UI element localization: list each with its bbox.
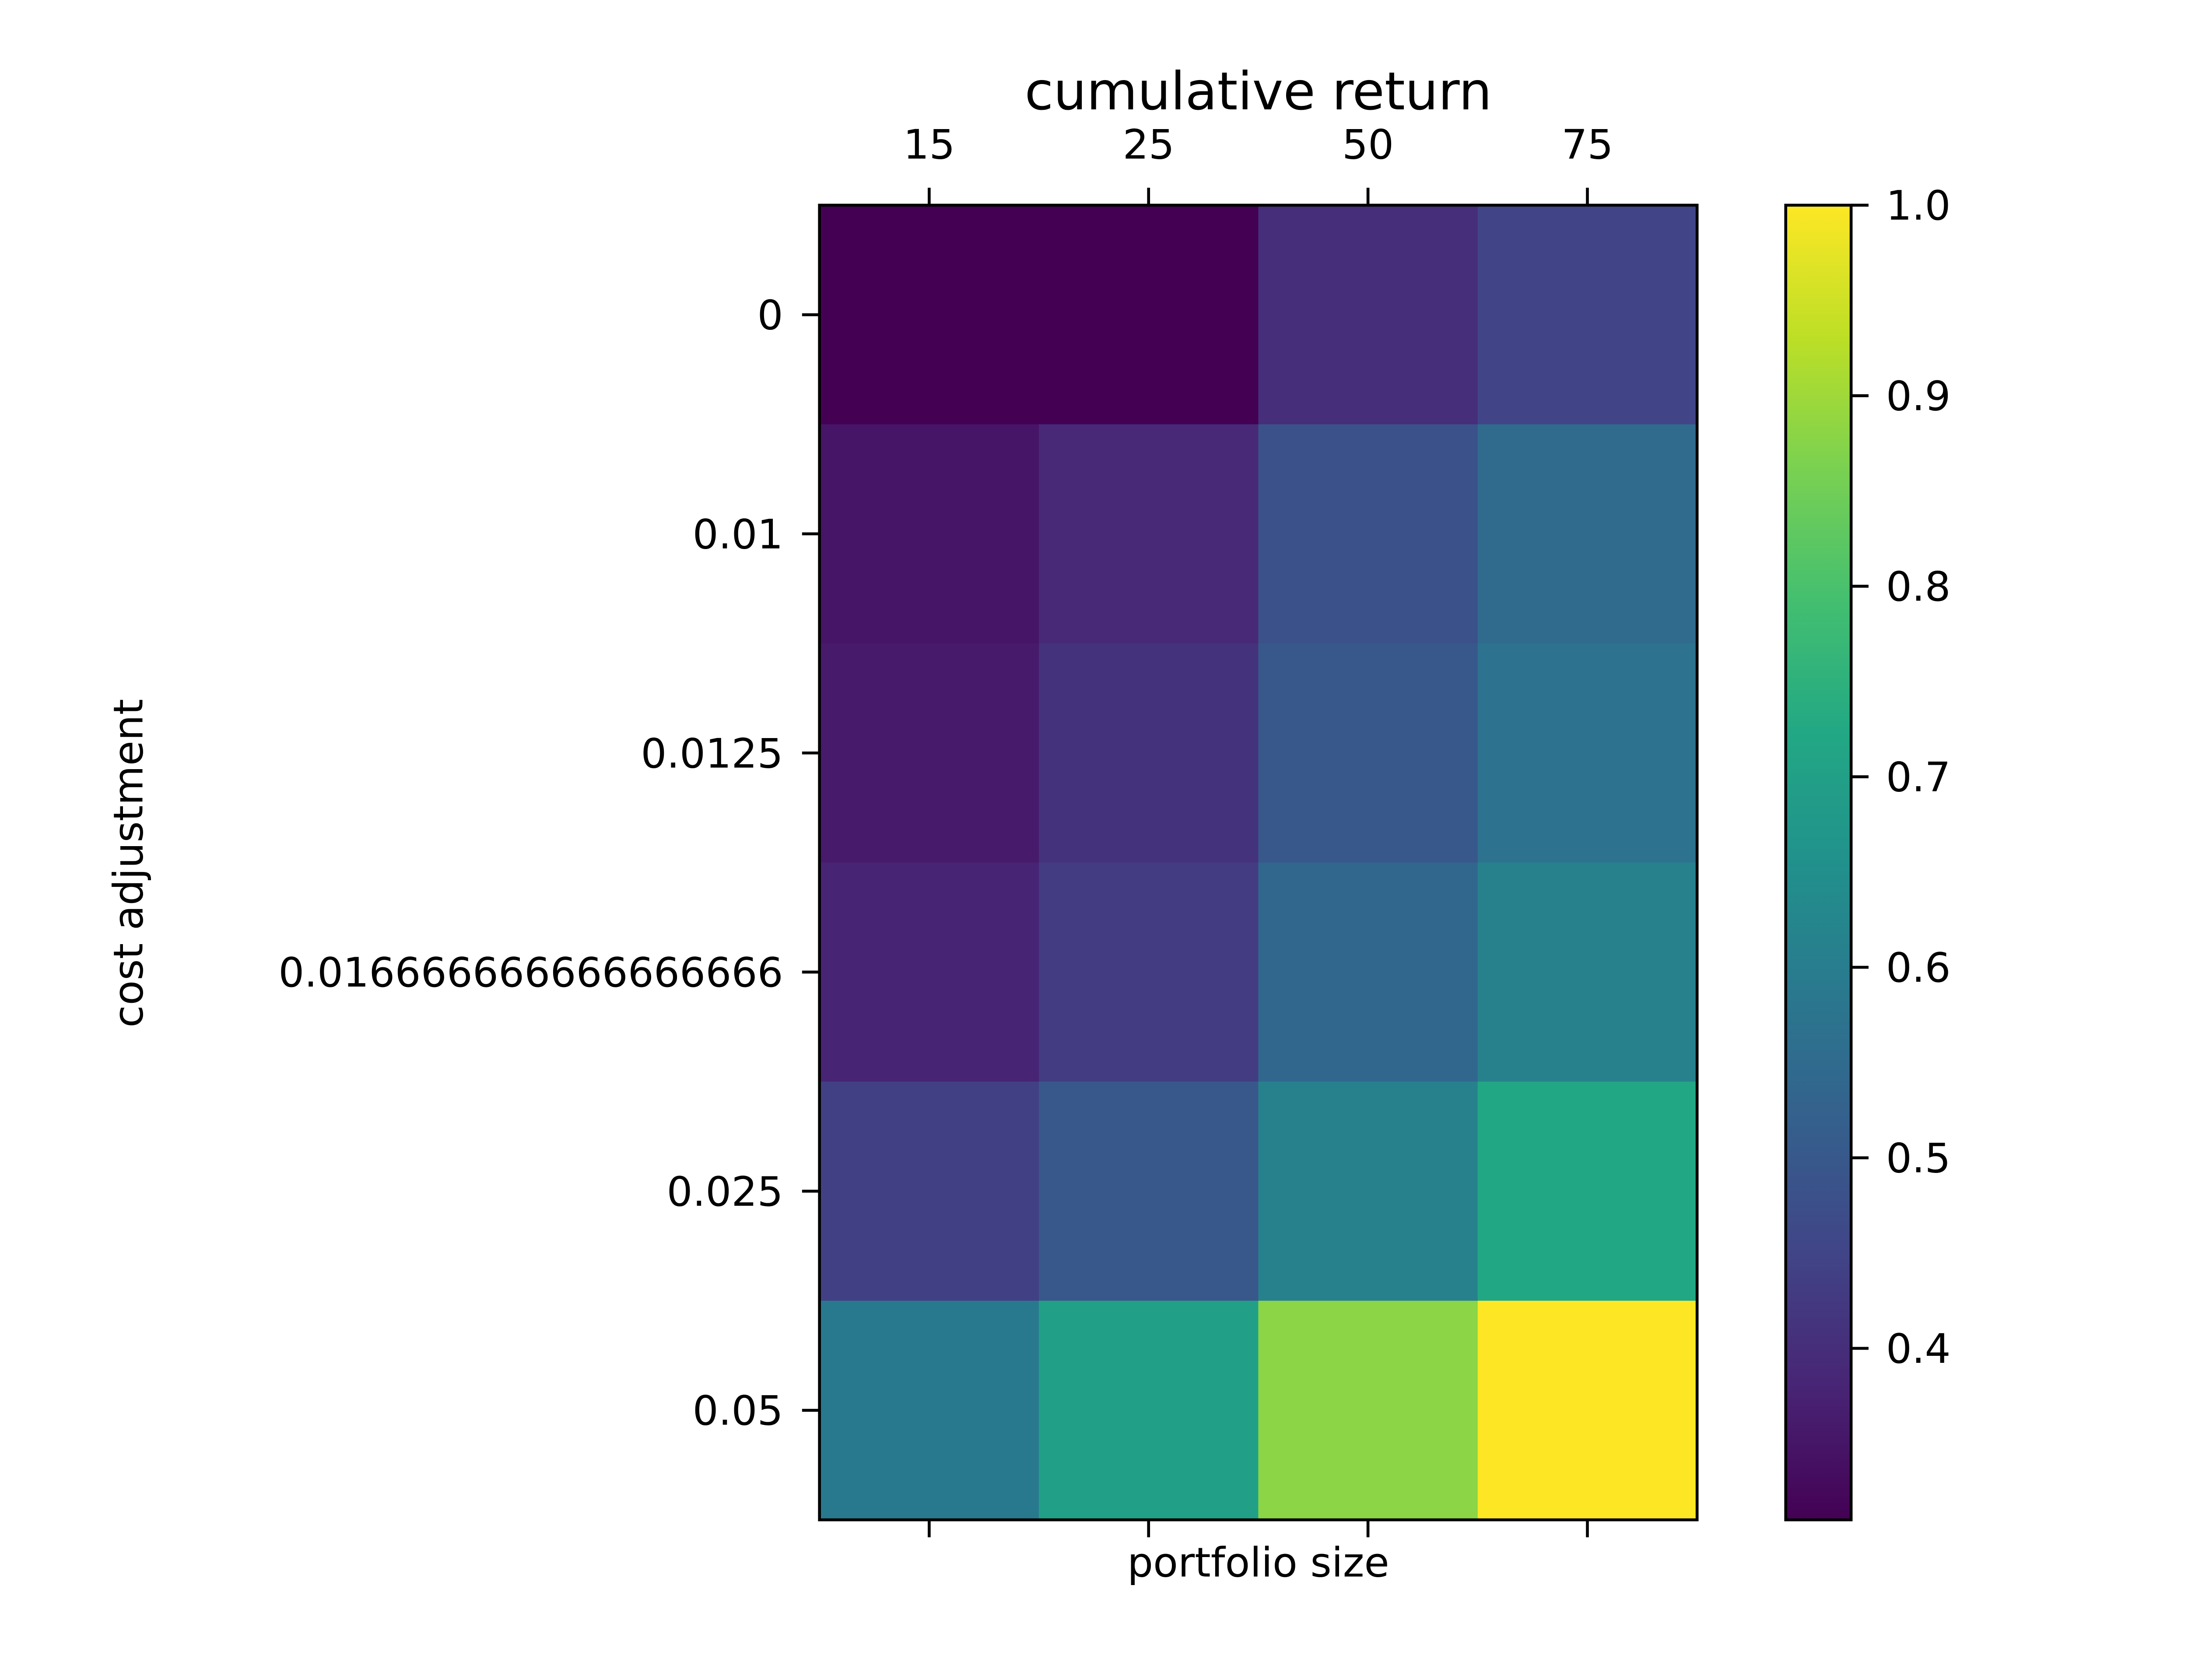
heatmap-cell	[1477, 1301, 1698, 1521]
heatmap-cell	[1258, 862, 1479, 1082]
y-tick-labels: 0 0.01 0.0125 0.016666666666666666 0.025 0.05	[278, 292, 783, 1435]
x-tick-label: 50	[1342, 121, 1394, 168]
y-tick-label: 0.0125	[641, 730, 783, 777]
heatmap-cell	[819, 205, 1040, 425]
x-tick-label: 15	[903, 121, 955, 168]
x-axis-label: portfolio size	[1127, 1539, 1389, 1586]
heatmap-cell	[1477, 643, 1698, 864]
heatmap-cell	[1477, 205, 1698, 425]
x-tick-label: 75	[1561, 121, 1613, 168]
y-axis-label: cost adjustment	[105, 699, 152, 1028]
colorbar-tick-label: 0.5	[1886, 1135, 1951, 1182]
heatmap-cell	[819, 643, 1040, 864]
heatmap-cell	[819, 1301, 1040, 1521]
heatmap-frame	[818, 203, 1699, 1522]
x-tick-labels: 15 25 50 75	[903, 121, 1613, 168]
heatmap-cell	[819, 1082, 1040, 1302]
y-tick-label: 0.01	[693, 511, 783, 558]
heatmap-cell	[1477, 424, 1698, 644]
heatmap-cell	[1039, 424, 1259, 644]
colorbar-tick-label: 0.6	[1886, 944, 1951, 991]
heatmap-cells	[819, 205, 1698, 1521]
heatmap-cell	[1258, 205, 1479, 425]
y-tick-marks	[802, 313, 820, 1412]
heatmap-cell	[1258, 424, 1479, 644]
heatmap-cell	[1258, 1301, 1479, 1521]
colorbar-ticks: 0.4 0.5 0.6 0.7 0.8 0.9 1.0	[1851, 182, 1951, 1372]
heatmap-cell	[819, 424, 1040, 644]
y-tick-label: 0	[757, 292, 783, 339]
heatmap-cell	[1039, 205, 1259, 425]
heatmap-cell	[819, 862, 1040, 1082]
y-tick-label: 0.025	[667, 1168, 783, 1215]
x-tick-label: 25	[1123, 121, 1175, 168]
heatmap-cell	[1039, 643, 1259, 864]
colorbar	[1784, 203, 1853, 1522]
y-tick-label: 0.05	[693, 1387, 783, 1435]
chart-title: cumulative return	[1025, 61, 1492, 122]
heatmap-cell	[1258, 1082, 1479, 1302]
colorbar-tick-label: 0.9	[1886, 373, 1951, 420]
colorbar-tick-label: 1.0	[1886, 182, 1951, 229]
heatmap-cell	[1477, 1082, 1698, 1302]
heatmap-cell	[1258, 643, 1479, 864]
x-tick-marks	[928, 188, 1589, 1537]
heatmap-cell	[1039, 862, 1259, 1082]
y-tick-label: 0.016666666666666666	[278, 949, 783, 996]
heatmap-cell	[1039, 1082, 1259, 1302]
colorbar-tick-label: 0.7	[1886, 754, 1951, 801]
heatmap-cell	[1477, 862, 1698, 1082]
colorbar-tick-label: 0.8	[1886, 563, 1951, 610]
heatmap-cell	[1039, 1301, 1259, 1521]
colorbar-tick-label: 0.4	[1886, 1325, 1951, 1372]
